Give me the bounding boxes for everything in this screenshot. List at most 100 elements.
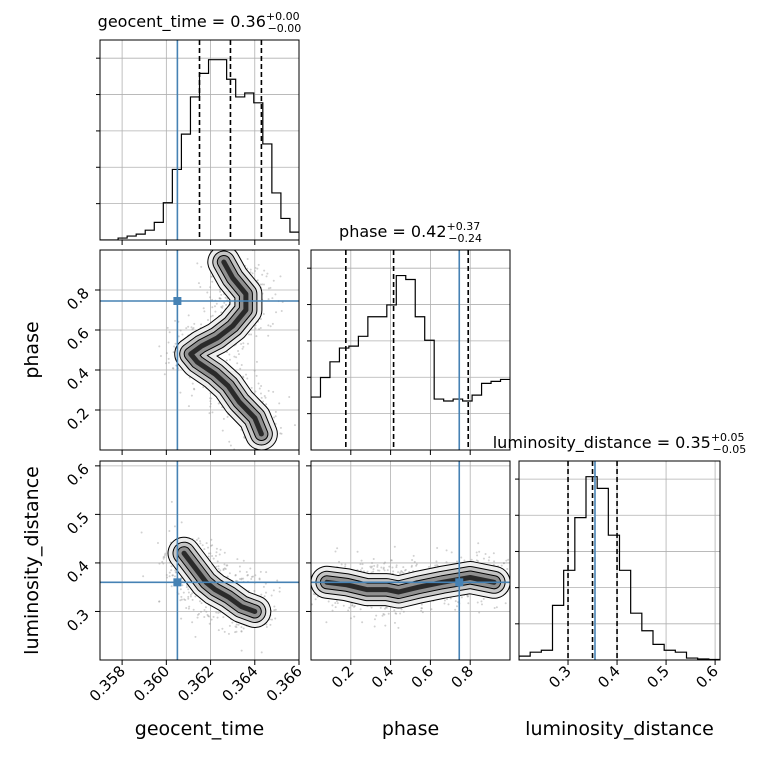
scatter-point [460,596,463,599]
scatter-point [204,606,207,609]
scatter-point [397,571,400,574]
scatter-point [250,386,253,389]
scatter-point [258,328,261,331]
scatter-point [278,586,281,589]
truth-marker [173,297,182,305]
scatter-point [240,649,243,652]
scatter-point [211,554,214,557]
scatter-point [163,554,166,557]
scatter-point [200,265,203,268]
scatter-point [207,552,210,555]
scatter-point [238,578,241,581]
scatter-point [171,574,174,577]
scatter-geocent_time-vs-phase: 0.2 0.4 0.6 0.8 [63,245,300,461]
scatter-point [265,626,268,629]
scatter-point [158,345,161,348]
scatter-point [216,560,219,563]
scatter-point [217,611,220,614]
scatter-point [237,353,240,356]
scatter-point [504,602,507,605]
scatter-phase-vs-luminosity_distance: 0.2 0.4 0.6 0.8 [306,460,540,692]
scatter-point [185,607,188,610]
scatter-point [187,607,190,610]
scatter-point [466,595,469,598]
scatter-point [256,267,259,270]
scatter-point [158,600,161,603]
scatter-point [411,559,414,562]
scatter-point [216,616,219,619]
scatter-point [372,570,375,573]
scatter-point [225,303,228,306]
scatter-point [242,559,245,562]
scatter-point [271,459,273,461]
scatter-point [220,293,223,296]
scatter-point [269,286,272,289]
axis-labels: geocent_time phase luminosity_distancephas… [21,321,714,740]
scatter-point [214,310,217,313]
scatter-point [170,500,173,503]
scatter-point [361,563,364,566]
scatter-point [191,382,194,385]
scatter-point [463,559,466,562]
scatter-point [221,305,224,308]
scatter-point [412,554,415,557]
scatter-point [428,566,431,569]
scatter-point [470,558,473,561]
title-upper-error: +0.00 [266,10,300,23]
scatter-point [279,426,282,429]
scatter-phase-vs-luminosity_distance-content [311,461,540,660]
scatter-point [455,605,458,608]
scatter-point [262,400,265,403]
scatter-point [187,405,190,408]
scatter-point [255,335,258,338]
scatter-point [215,302,218,305]
scatter-point [214,245,216,247]
scatter-point [209,246,211,248]
density-core [188,259,264,437]
scatter-point [265,275,268,278]
scatter-point [196,616,199,619]
scatter-point [164,552,167,555]
scatter-point [203,310,206,313]
scatter-point [179,391,182,394]
scatter-point [372,568,375,571]
scatter-point [209,315,212,318]
scatter-point [191,598,194,601]
scatter-point [271,322,274,325]
scatter-point [267,324,270,327]
scatter-point [493,606,496,609]
scatter-point [240,364,243,367]
scatter-point [415,563,418,566]
scatter-point [445,549,448,552]
scatter-point [420,603,423,606]
scatter-point [185,327,188,330]
scatter-point [434,564,437,567]
scatter-point [272,589,275,592]
scatter-point [382,566,385,569]
scatter-point [210,618,213,621]
scatter-point [502,562,505,565]
scatter-point [208,622,211,625]
scatter-point [510,568,512,570]
scatter-point [383,562,386,565]
histogram-step [519,476,720,660]
scatter-point [257,382,260,385]
scatter-point [388,565,391,568]
scatter-point [390,559,393,562]
scatter-point [181,584,184,587]
scatter-point [410,564,413,567]
scatter-point [196,262,199,265]
scatter-point [222,616,225,619]
scatter-point [183,598,186,601]
scatter-point [255,360,258,363]
y-tick-label: 0.4 [63,364,93,394]
scatter-point [242,376,245,379]
scatter-point [390,559,393,562]
scatter-point [538,572,540,574]
scatter-point [251,454,253,456]
scatter-point [478,611,481,614]
scatter-point [166,576,169,579]
title-lower-error: −0.24 [448,232,482,245]
scatter-point [188,605,191,608]
scatter-point [179,599,182,602]
